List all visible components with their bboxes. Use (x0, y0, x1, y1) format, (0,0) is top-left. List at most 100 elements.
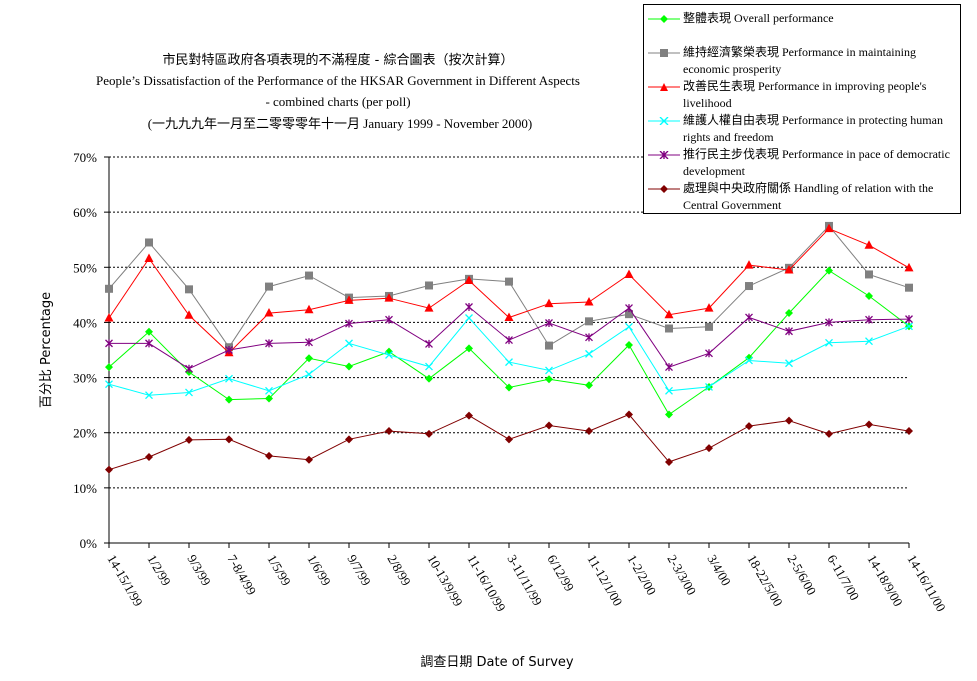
x-tick-label: 14-18/9/00 (864, 552, 906, 609)
data-point (345, 339, 353, 348)
data-point (105, 380, 113, 389)
data-point (825, 429, 833, 438)
legend-marker-x-icon (648, 117, 680, 125)
data-point (744, 260, 754, 269)
x-tick-label: 1/5/99 (264, 552, 294, 588)
data-point (545, 366, 553, 375)
legend-label: 處理與中央政府關係 Handling of relation with the … (683, 181, 934, 212)
data-point (865, 315, 873, 324)
data-point (584, 297, 594, 306)
data-point (185, 285, 193, 294)
data-point (425, 362, 433, 371)
x-tick-label: 9/3/99 (184, 552, 214, 588)
data-point (625, 310, 633, 319)
data-point (385, 315, 393, 324)
x-tick-label: 7-8/4/99 (224, 552, 259, 598)
data-point (105, 363, 113, 372)
data-point (705, 382, 713, 391)
data-point (265, 282, 273, 291)
data-point (665, 410, 673, 419)
data-point (265, 394, 273, 403)
legend-marker-diamond-icon (648, 15, 680, 23)
x-tick-label: 1-2/2/00 (624, 552, 659, 598)
data-point (545, 341, 553, 350)
data-point (545, 421, 553, 430)
data-point (424, 303, 434, 312)
legend-marker-star-icon (648, 151, 680, 159)
data-point (505, 435, 513, 444)
legend-label: 維持經濟繁榮表現 Performance in maintaining econ… (683, 45, 916, 76)
legend-label: 維護人權自由表現 Performance in protecting human… (683, 113, 943, 144)
data-point (745, 353, 753, 362)
data-point (505, 336, 513, 345)
data-point (384, 293, 394, 302)
x-tick-label: 14-15/1/99 (104, 552, 146, 609)
y-tick-label: 40% (73, 315, 97, 330)
data-point (665, 324, 673, 333)
data-point (865, 420, 873, 429)
data-point (305, 271, 313, 280)
legend-marker-diamond-icon (648, 185, 680, 193)
data-point (305, 354, 313, 363)
data-point (904, 262, 914, 272)
data-point (585, 349, 593, 358)
data-point (425, 339, 433, 348)
x-tick-label: 9/7/99 (344, 552, 374, 588)
data-point (265, 451, 273, 460)
data-point (864, 240, 874, 249)
data-point (905, 283, 913, 292)
data-point (545, 375, 553, 384)
data-point (425, 429, 433, 438)
data-point (825, 318, 833, 327)
data-point (105, 339, 113, 348)
y-tick-label: 50% (73, 260, 97, 275)
data-point (745, 282, 753, 291)
data-point (745, 422, 753, 431)
x-tick-label: 2-5/6/00 (784, 552, 819, 598)
data-point (665, 386, 673, 395)
data-point (505, 383, 513, 392)
x-axis-label: 調查日期 Date of Survey (420, 655, 574, 670)
data-point (784, 265, 794, 274)
x-tick-label: 2/8/99 (384, 552, 414, 588)
title-english: People’s Dissatisfaction of the Performa… (96, 73, 580, 88)
title-chinese: 市民對特區政府各項表現的不滿程度 - 綜合圖表（按次計算） (163, 52, 514, 68)
legend-marker-triangle-icon (648, 83, 680, 91)
series-2 (104, 223, 914, 357)
data-point (225, 374, 233, 383)
legend-marker-square-icon (648, 49, 680, 57)
data-point (305, 455, 313, 464)
x-tick-label: 3-11/11/99 (504, 552, 545, 608)
data-point (225, 346, 233, 354)
data-point (305, 370, 313, 379)
data-point (625, 410, 633, 419)
data-point (785, 359, 793, 368)
data-point (264, 308, 274, 317)
data-point (505, 277, 513, 286)
x-tick-labels: 14-15/1/991/2/99 9/3/99 7-8/4/99 1/5/99 1/6/… (104, 552, 949, 614)
y-axis-label: 百分比 Percentage (39, 292, 54, 408)
x-tick-label: 1/6/99 (304, 552, 334, 588)
data-point (625, 341, 633, 350)
data-point (185, 364, 193, 373)
x-tick-label: 14-16/11/00 (904, 552, 949, 614)
series-1 (105, 221, 913, 352)
data-point (585, 427, 593, 436)
chart-title: 市民對特區政府各項表現的不滿程度 - 綜合圖表（按次計算） People’s D… (96, 52, 580, 131)
grid (104, 156, 909, 544)
data-point (465, 411, 473, 420)
data-point (105, 465, 113, 474)
legend-label: 整體表現 Overall performance (683, 11, 834, 25)
data-point (464, 275, 474, 285)
data-point (624, 269, 634, 278)
axes (108, 157, 910, 548)
data-point (225, 395, 233, 404)
data-point (504, 312, 514, 321)
data-point (145, 327, 153, 336)
data-point (465, 302, 473, 311)
x-tick-label: 18-22/5/00 (744, 552, 786, 609)
series-5 (105, 410, 913, 474)
data-point (745, 313, 753, 322)
legend-label: 推行民主步伐表現 Performance in pace of democrat… (683, 147, 950, 178)
data-point (705, 349, 713, 358)
